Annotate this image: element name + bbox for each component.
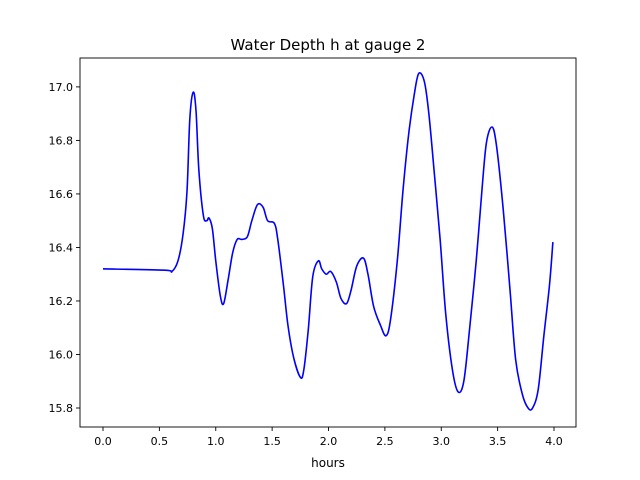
- y-tick-label: 16.8: [49, 134, 74, 147]
- x-tick-label: 1.5: [263, 435, 281, 448]
- y-tick-label: 16.6: [49, 188, 74, 201]
- axis-ticks: 0.0 0.5 1.0 1.5 2.0 2.5 3.0 3.5 4.0 15.8 16.0 16.2 1…: [49, 81, 563, 448]
- y-tick-label: 17.0: [49, 81, 74, 94]
- x-tick-label: 1.0: [207, 435, 225, 448]
- x-tick-label: 0.5: [151, 435, 169, 448]
- y-tick-label: 16.2: [49, 295, 74, 308]
- x-tick-label: 4.0: [545, 435, 563, 448]
- x-tick-label: 3.0: [433, 435, 451, 448]
- plot-frame: [79, 57, 577, 428]
- chart-title: Water Depth h at gauge 2: [231, 36, 426, 54]
- y-tick-label: 16.0: [49, 348, 74, 361]
- x-axis-label: hours: [311, 456, 345, 470]
- x-tick-label: 2.5: [376, 435, 394, 448]
- x-tick-label: 3.5: [489, 435, 507, 448]
- x-tick-label: 0.0: [94, 435, 112, 448]
- y-tick-label: 16.4: [49, 241, 74, 254]
- series-line-h: [102, 72, 554, 411]
- x-tick-label: 2.0: [320, 435, 338, 448]
- y-tick-label: 15.8: [49, 402, 74, 415]
